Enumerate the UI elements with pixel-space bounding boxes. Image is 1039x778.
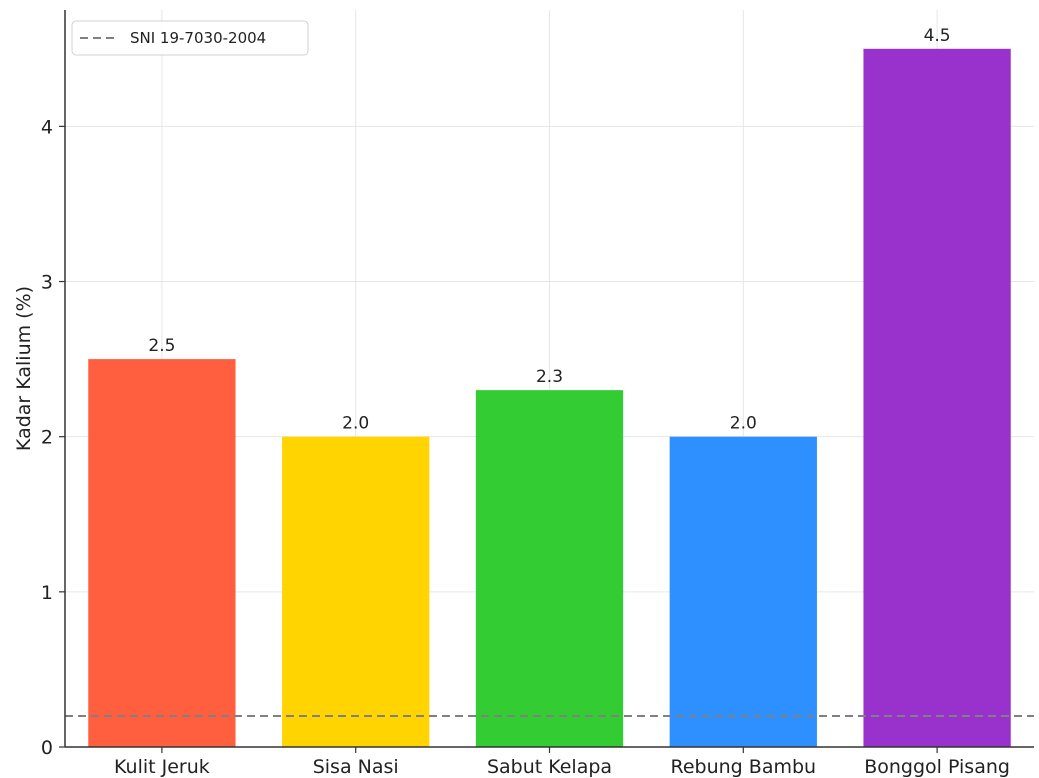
- bar-value-label: 2.3: [536, 367, 563, 387]
- bar-value-label: 2.5: [148, 336, 175, 356]
- y-tick-label: 3: [41, 272, 53, 294]
- y-tick-label: 1: [41, 582, 53, 604]
- bar-value-labels: 2.5 2.0 2.3 2.0 4.5: [148, 26, 950, 434]
- bar: [88, 359, 236, 747]
- bar-value-label: 4.5: [924, 26, 951, 46]
- x-tick-label: Sisa Nasi: [313, 756, 399, 778]
- bars: [88, 48, 1011, 747]
- x-tick-label: Bonggol Pisang: [864, 756, 1010, 778]
- bar-value-label: 2.0: [342, 414, 369, 434]
- legend: SNI 19-7030-2004: [71, 20, 309, 56]
- y-tick-label: 0: [41, 737, 53, 759]
- bar: [669, 436, 817, 747]
- axes: [59, 10, 1034, 753]
- bar: [282, 436, 430, 747]
- y-tick-label: 4: [41, 116, 53, 138]
- x-tick-label: Kulit Jeruk: [114, 756, 210, 778]
- tick-labels: 0 1 2 3 4 Kulit Jeruk Sisa Nasi Sabut Kelapa Reb…: [41, 116, 1010, 778]
- y-tick-label: 2: [41, 427, 53, 449]
- y-axis-title: Kadar Kalium (%): [13, 286, 35, 451]
- bar: [475, 390, 624, 747]
- legend-entry-reference: SNI 19-7030-2004: [130, 29, 266, 47]
- x-tick-label: Rebung Bambu: [671, 756, 817, 778]
- bar: [863, 48, 1011, 747]
- bar-value-label: 2.0: [730, 414, 757, 434]
- x-tick-label: Sabut Kelapa: [487, 756, 612, 778]
- legend-box: [71, 20, 309, 56]
